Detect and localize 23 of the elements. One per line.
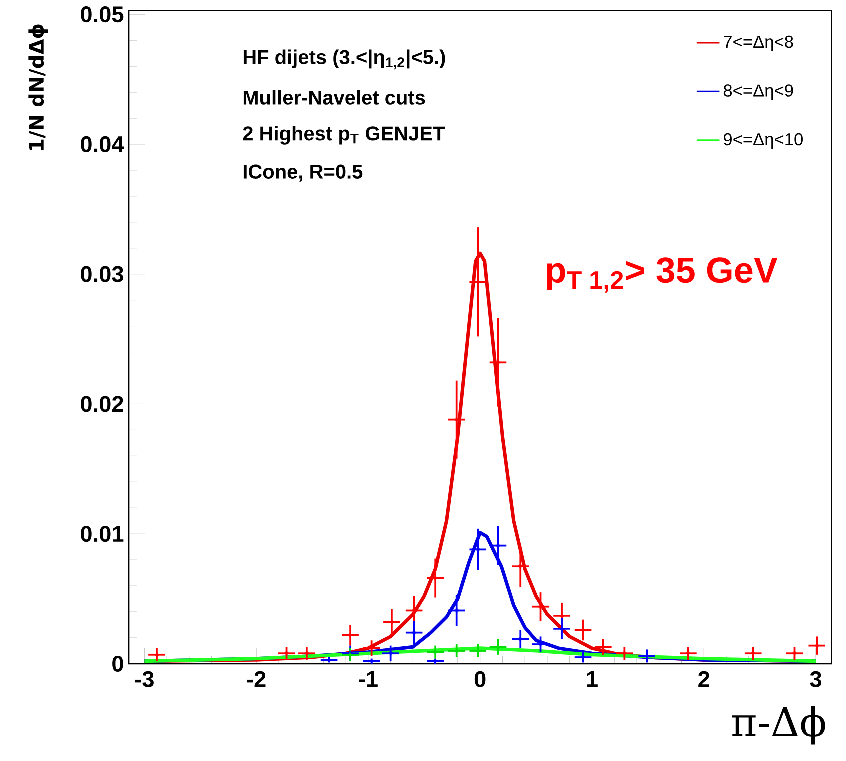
- annotation: Muller-Navelet cuts: [244, 90, 426, 105]
- legend-label: 9<=Δη<10: [724, 133, 803, 150]
- x-tick-label: -3: [135, 671, 154, 688]
- x-axis-title: π-Δϕ: [732, 706, 826, 745]
- x-tick-label: -2: [247, 671, 266, 688]
- y-tick-label: 0.04: [81, 136, 124, 152]
- x-tick-label: -1: [359, 671, 378, 687]
- y-tick-label: 0.03: [81, 266, 124, 282]
- annotation: HF dijets (3.<|η$_{1,2}$|<5.): [244, 50, 446, 70]
- annotation: p$_{T 1,2}$> 35 GeV: [547, 258, 778, 293]
- y-axis-title: 1/N dN/dΔϕ: [28, 24, 48, 150]
- legend-label: 7<=Δη<8: [724, 36, 794, 52]
- annotation: ICone, R=0.5: [244, 164, 363, 182]
- y-tick-label: 0.02: [81, 396, 124, 412]
- annotation: 2 Highest p$_{T}$ GENJET: [243, 126, 445, 145]
- x-tick-label: 1: [587, 671, 598, 687]
- y-tick-label: 0: [112, 656, 124, 672]
- y-tick-label: 0.05: [81, 6, 124, 23]
- y-tick-label: 0.01: [81, 526, 124, 542]
- legend-label: 8<=Δη<9: [724, 84, 794, 100]
- x-tick-label: 0: [474, 671, 486, 688]
- x-tick-label: 3: [810, 671, 822, 688]
- x-tick-label: 2: [698, 671, 710, 688]
